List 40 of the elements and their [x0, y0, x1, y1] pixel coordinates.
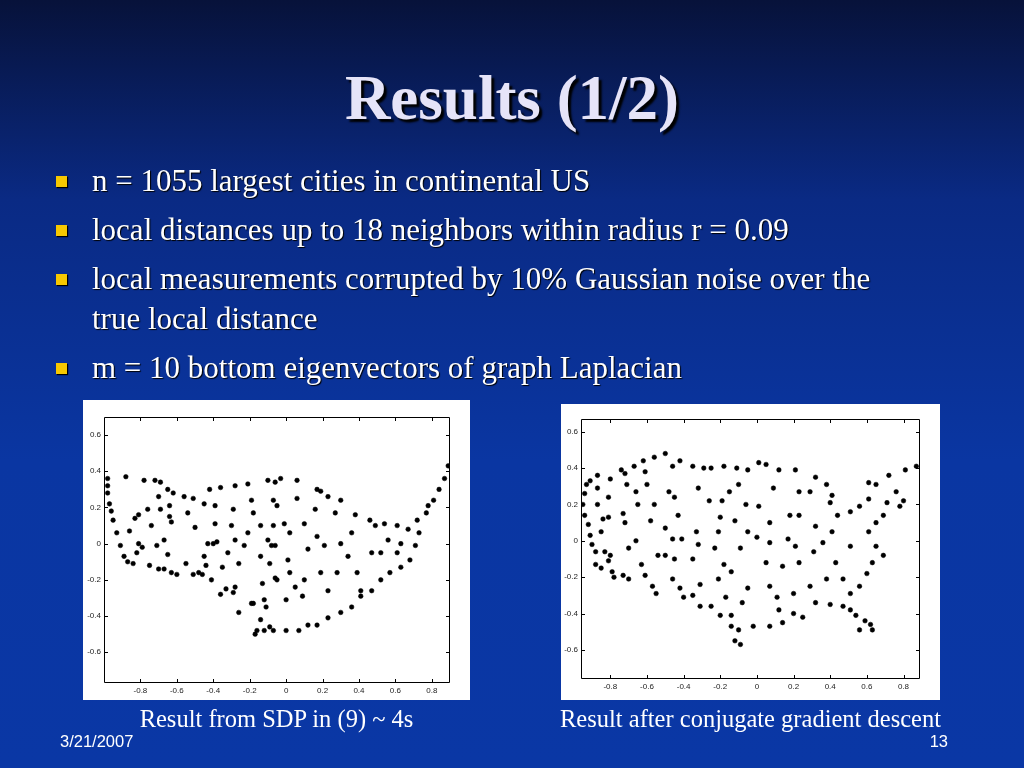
text: 3/21/2007 — [60, 731, 134, 751]
x-tick-label: 0.4 — [824, 682, 837, 691]
x-tick-label: 0 — [283, 686, 289, 695]
x-tick-label: -0.4 — [676, 682, 692, 691]
y-tick-label: 0.2 — [89, 502, 102, 512]
x-tick-label: 0.6 — [389, 686, 402, 695]
y-tick-label: -0.2 — [87, 575, 102, 585]
y-tick-label: -0.4 — [87, 611, 102, 621]
text: n = 1055 largest cities in continental US — [92, 163, 591, 198]
text: local distances up to 18 neighbors within radius r = 0.09 — [92, 212, 789, 247]
x-tick-label: 0.2 — [316, 686, 329, 695]
x-tick-label: 0.2 — [788, 682, 800, 691]
y-tick-label: 0.4 — [89, 466, 102, 476]
y-tick-label: -0.4 — [564, 608, 579, 618]
x-tick-label: -0.6 — [640, 682, 655, 691]
y-tick-label: 0.2 — [566, 499, 579, 509]
x-tick-label: 0.4 — [353, 686, 366, 695]
x-tick-label: 0.6 — [861, 682, 873, 691]
y-tick-label: 0.6 — [566, 426, 579, 436]
x-tick-label: -0.8 — [603, 682, 618, 691]
text: m = 10 bottom eigenvectors of graph Laplacian — [92, 350, 682, 385]
y-tick-label: 0.6 — [89, 430, 102, 440]
y-tick-label: -0.2 — [564, 572, 579, 582]
x-tick-label: -0.4 — [206, 686, 221, 695]
y-tick-label: 0 — [96, 538, 102, 548]
y-tick-label: 0 — [573, 536, 579, 546]
y-tick-label: -0.6 — [564, 645, 579, 655]
x-tick-label: -0.8 — [133, 686, 148, 695]
x-tick-label: 0.8 — [426, 686, 438, 695]
x-tick-label: 0 — [754, 682, 760, 691]
x-tick-label: -0.2 — [713, 682, 728, 691]
text: Result after conjugate gradient descent — [559, 705, 942, 733]
text: 13 — [929, 731, 948, 751]
x-tick-label: 0.8 — [897, 682, 910, 691]
x-tick-label: -0.6 — [169, 686, 185, 695]
y-tick-label: -0.6 — [87, 647, 102, 657]
text: Result from SDP in (9) ~ 4s — [138, 705, 415, 733]
text: Results (1/2) — [343, 62, 681, 135]
y-tick-label: 0.4 — [566, 463, 579, 473]
x-tick-label: -0.2 — [242, 686, 258, 695]
